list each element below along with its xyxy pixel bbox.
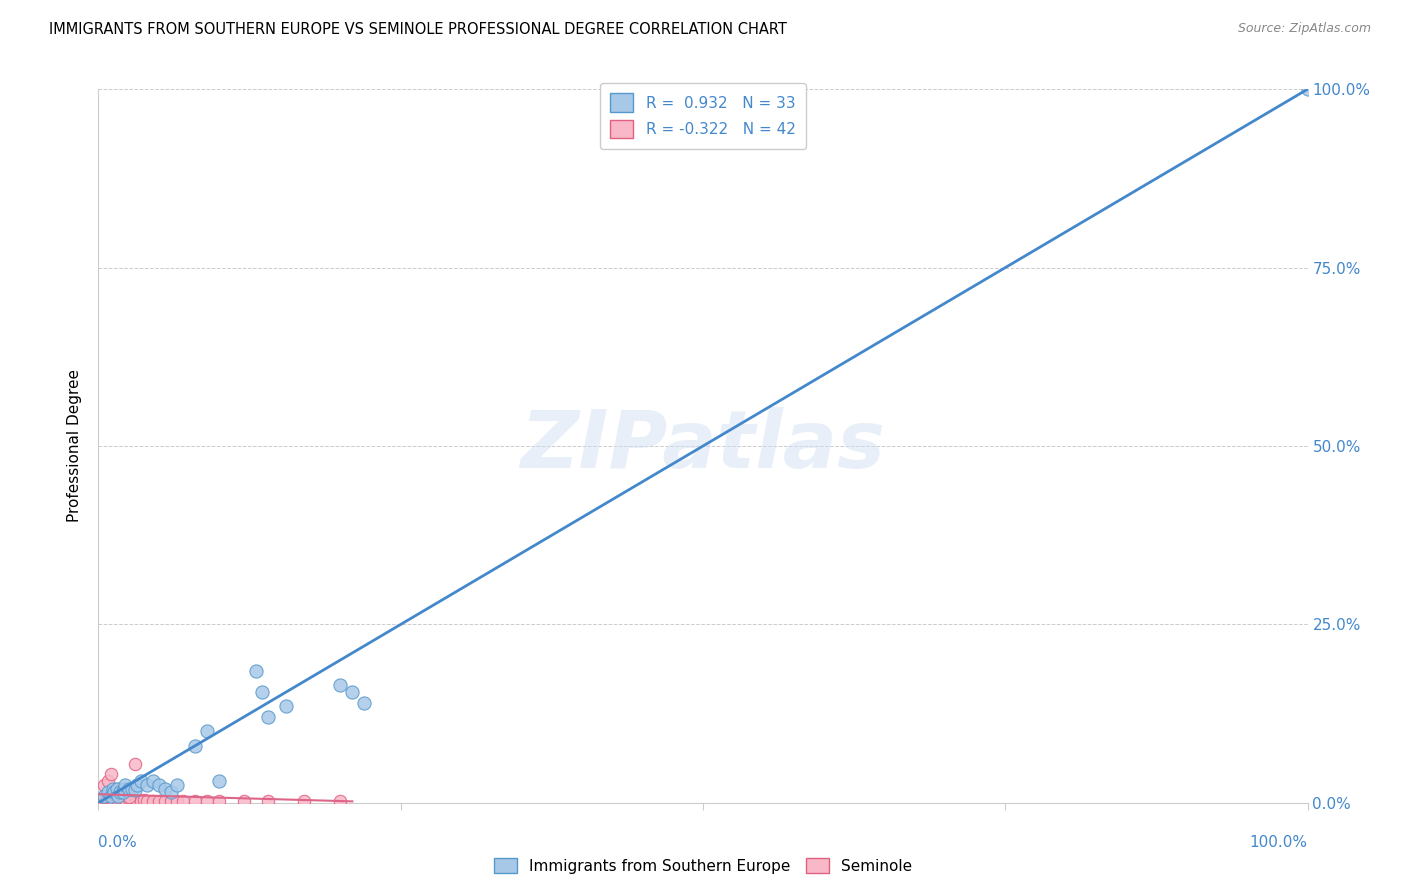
Point: [100, 789, 122, 803]
Point: [118, 790, 141, 805]
Point: [100, 767, 122, 781]
Point: [208, 794, 231, 808]
Point: [166, 778, 188, 792]
Point: [160, 785, 183, 799]
Point: [100, 792, 122, 806]
Text: 100.0%: 100.0%: [1250, 835, 1308, 850]
Point: [111, 792, 134, 806]
Point: [111, 785, 134, 799]
Point: [96, 792, 118, 806]
Point: [114, 778, 136, 792]
Point: [124, 783, 146, 797]
Point: [121, 781, 143, 796]
Point: [93, 790, 115, 805]
Point: [184, 794, 207, 808]
Point: [153, 794, 176, 808]
Point: [142, 794, 165, 808]
Point: [124, 793, 146, 807]
Point: [250, 685, 273, 699]
Point: [107, 793, 129, 807]
Point: [105, 781, 128, 796]
Point: [329, 794, 352, 808]
Point: [101, 781, 124, 796]
Point: [292, 794, 315, 808]
Point: [1296, 82, 1319, 96]
Point: [184, 739, 207, 753]
Point: [127, 794, 149, 808]
Point: [91, 792, 114, 806]
Point: [111, 785, 134, 799]
Point: [134, 793, 156, 807]
Point: [353, 696, 375, 710]
Point: [153, 781, 176, 796]
Point: [103, 785, 125, 799]
Point: [105, 781, 128, 796]
Legend: Immigrants from Southern Europe, Seminole: Immigrants from Southern Europe, Seminol…: [488, 852, 918, 880]
Text: IMMIGRANTS FROM SOUTHERN EUROPE VS SEMINOLE PROFESSIONAL DEGREE CORRELATION CHAR: IMMIGRANTS FROM SOUTHERN EUROPE VS SEMIN…: [49, 22, 787, 37]
Point: [256, 710, 278, 724]
Point: [127, 778, 149, 792]
Text: Source: ZipAtlas.com: Source: ZipAtlas.com: [1237, 22, 1371, 36]
Point: [135, 794, 157, 808]
Point: [129, 774, 152, 789]
Text: 0.0%: 0.0%: [98, 835, 138, 850]
Point: [93, 778, 115, 792]
Point: [114, 792, 136, 806]
Point: [124, 756, 146, 771]
Point: [94, 794, 117, 808]
Point: [97, 774, 120, 789]
Point: [142, 774, 165, 789]
Point: [256, 794, 278, 808]
Point: [97, 793, 120, 807]
Point: [108, 792, 131, 806]
Point: [172, 794, 194, 808]
Point: [274, 699, 297, 714]
Point: [129, 794, 152, 808]
Point: [103, 794, 125, 808]
Point: [98, 791, 121, 805]
Point: [208, 774, 231, 789]
Point: [108, 785, 131, 799]
Legend: R =  0.932   N = 33, R = -0.322   N = 42: R = 0.932 N = 33, R = -0.322 N = 42: [600, 83, 806, 149]
Point: [195, 794, 218, 808]
Point: [148, 778, 170, 792]
Point: [112, 781, 135, 796]
Point: [195, 724, 218, 739]
Text: ZIPatlas: ZIPatlas: [520, 407, 886, 485]
Point: [101, 792, 124, 806]
Point: [93, 789, 115, 803]
Point: [107, 789, 129, 803]
Point: [118, 792, 141, 806]
Y-axis label: Professional Degree: Professional Degree: [67, 369, 83, 523]
Point: [100, 793, 122, 807]
Point: [329, 678, 352, 692]
Point: [160, 794, 183, 808]
Point: [342, 685, 364, 699]
Point: [97, 785, 120, 799]
Point: [105, 792, 128, 806]
Point: [148, 794, 170, 808]
Point: [118, 781, 141, 796]
Point: [245, 664, 267, 678]
Point: [135, 778, 157, 792]
Point: [166, 794, 188, 808]
Point: [232, 794, 254, 808]
Point: [121, 793, 143, 807]
